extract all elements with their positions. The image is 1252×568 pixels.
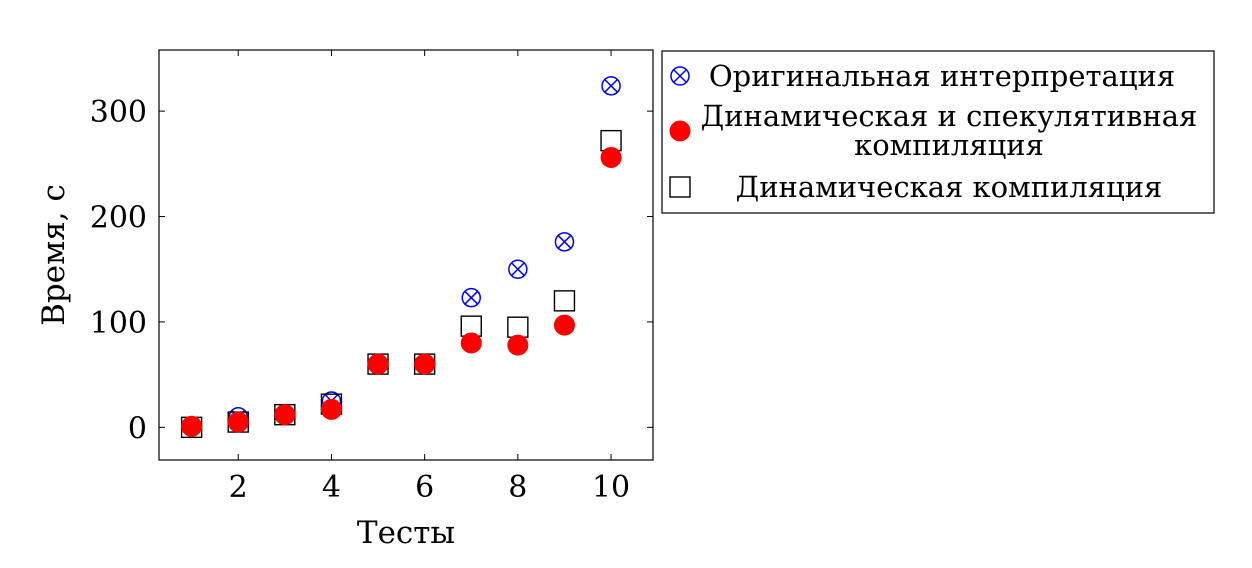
plot-frame bbox=[158, 49, 654, 461]
data-point bbox=[601, 76, 621, 96]
legend: Оригинальная интерпретация Динамическая и… bbox=[661, 50, 1215, 214]
x-tick-label: 6 bbox=[415, 470, 434, 505]
data-point bbox=[461, 287, 481, 308]
legend-label-2-line-2: компиляция bbox=[854, 128, 1044, 162]
legend-label-3: Динамическая компиляция bbox=[736, 170, 1163, 204]
data-point bbox=[507, 316, 529, 338]
y-axis-label: Время, с bbox=[36, 184, 72, 326]
legend-marker-2 bbox=[669, 120, 691, 142]
legend-box bbox=[661, 50, 1215, 214]
data-point bbox=[227, 411, 249, 433]
y-tick-label: 200 bbox=[90, 201, 147, 236]
data-point bbox=[320, 398, 342, 420]
data-point bbox=[460, 332, 482, 354]
data-point bbox=[507, 334, 529, 356]
legend-label-2-line-1: Динамическая и спекулятивная bbox=[701, 99, 1198, 133]
y-tick-label: 300 bbox=[90, 95, 147, 130]
data-point bbox=[508, 259, 528, 279]
legend-label-1: Оригинальная интерпретация bbox=[709, 59, 1175, 93]
data-point bbox=[274, 404, 296, 426]
data-point bbox=[181, 415, 203, 437]
y-tick-label: 100 bbox=[90, 306, 147, 341]
data-point bbox=[553, 290, 576, 312]
x-tick-label: 2 bbox=[229, 470, 248, 505]
data-point bbox=[414, 353, 436, 375]
data-marks bbox=[180, 76, 622, 439]
data-point bbox=[600, 147, 622, 169]
data-point bbox=[554, 232, 575, 252]
x-axis-label: Тесты bbox=[357, 515, 455, 551]
legend-marker-3 bbox=[669, 176, 691, 198]
x-tick-label: 10 bbox=[592, 470, 630, 505]
axis-ticks bbox=[159, 50, 653, 460]
series-1 bbox=[181, 76, 621, 437]
series-2 bbox=[181, 147, 622, 437]
y-tick-label: 0 bbox=[128, 411, 147, 446]
data-point bbox=[367, 353, 389, 375]
legend-marker-1 bbox=[670, 66, 690, 86]
x-tick-label: 8 bbox=[508, 470, 527, 505]
x-tick-label: 4 bbox=[322, 470, 341, 505]
data-point bbox=[553, 314, 575, 336]
series-3 bbox=[180, 129, 622, 439]
